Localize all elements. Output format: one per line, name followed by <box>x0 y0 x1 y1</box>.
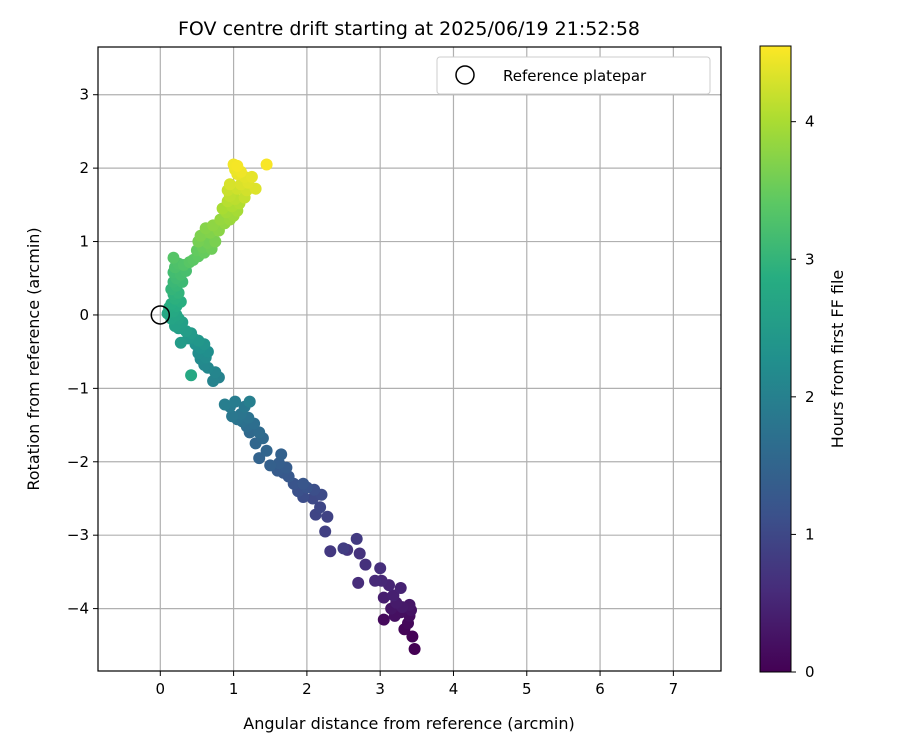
scatter-point <box>297 477 310 490</box>
scatter-point <box>260 444 273 457</box>
scatter-point <box>337 542 350 555</box>
scatter-point <box>167 251 180 264</box>
scatter-point <box>352 576 365 589</box>
colorbar-label: Hours from first FF file <box>828 270 847 449</box>
legend-label: Reference platepar <box>503 67 647 85</box>
legend-box <box>436 56 711 95</box>
scatter-point <box>218 398 231 411</box>
legend-marker <box>455 65 475 85</box>
x-axis-ticks: 0 1 2 3 4 5 6 7 <box>156 671 679 698</box>
colorbar-tick-label: 1 <box>805 525 815 543</box>
y-axis-label: Rotation from reference (arcmin) <box>24 227 43 490</box>
y-tick-label: 2 <box>79 159 89 177</box>
scatter-point <box>275 448 288 461</box>
scatter-point <box>229 395 242 408</box>
colorbar-ticks: 0 1 2 3 4 <box>791 113 815 681</box>
scatter-point <box>314 501 327 514</box>
y-tick-label: −1 <box>67 379 89 397</box>
colorbar-tick-label: 0 <box>805 663 815 681</box>
scatter-point <box>406 630 419 643</box>
scatter-point <box>377 613 390 626</box>
scatter-point <box>321 510 334 523</box>
legend: Reference platepar <box>436 56 711 95</box>
scatter-point <box>377 591 390 604</box>
x-tick-label: 3 <box>375 680 385 698</box>
scatter-point <box>174 336 187 349</box>
scatter-point <box>353 547 366 560</box>
grid <box>98 47 721 671</box>
x-tick-label: 0 <box>156 680 166 698</box>
scatter-point <box>231 159 244 172</box>
scatter-point <box>245 170 258 183</box>
scatter-point <box>394 582 407 594</box>
data-points <box>161 158 421 655</box>
scatter-point <box>253 426 266 439</box>
x-tick-label: 7 <box>669 680 679 698</box>
scatter-point <box>253 452 266 465</box>
reference-point <box>150 305 171 325</box>
scatter-point <box>226 410 239 423</box>
scatter-point <box>223 178 236 191</box>
scatter-point <box>369 574 382 587</box>
x-tick-label: 1 <box>229 680 239 698</box>
plot-frame <box>97 46 722 672</box>
x-tick-label: 4 <box>449 680 459 698</box>
colorbar-tick-label: 2 <box>805 388 815 406</box>
y-axis-ticks: −4 −3 −2 −1 0 1 2 3 <box>67 86 98 618</box>
y-tick-label: 1 <box>79 233 89 251</box>
scatter-point <box>243 395 256 408</box>
x-tick-label: 6 <box>595 680 605 698</box>
scatter-point <box>264 459 277 472</box>
colorbar-tick-label: 4 <box>805 113 815 131</box>
y-tick-label: 0 <box>79 306 89 324</box>
y-tick-label: −4 <box>67 600 89 618</box>
scatter-point <box>324 545 337 558</box>
x-tick-label: 2 <box>302 680 312 698</box>
scatter-point <box>359 558 372 571</box>
y-tick-label: −2 <box>67 453 89 471</box>
x-axis-label: Angular distance from reference (arcmin) <box>243 714 574 733</box>
y-tick-label: 3 <box>79 86 89 104</box>
scatter-point <box>374 562 387 575</box>
scatter-point <box>408 643 421 655</box>
x-tick-label: 5 <box>522 680 532 698</box>
scatter-point <box>387 589 400 602</box>
scatter-point <box>192 334 205 347</box>
scatter-point <box>209 235 222 248</box>
scatter-point <box>350 532 363 545</box>
colorbar <box>759 45 792 673</box>
scatter-point <box>260 158 273 171</box>
colorbar-tick-label: 3 <box>805 250 815 268</box>
scatter-point <box>319 525 332 538</box>
y-tick-label: −3 <box>67 526 89 544</box>
chart-title: FOV centre drift starting at 2025/06/19 … <box>178 18 640 40</box>
scatter-point <box>185 369 198 382</box>
